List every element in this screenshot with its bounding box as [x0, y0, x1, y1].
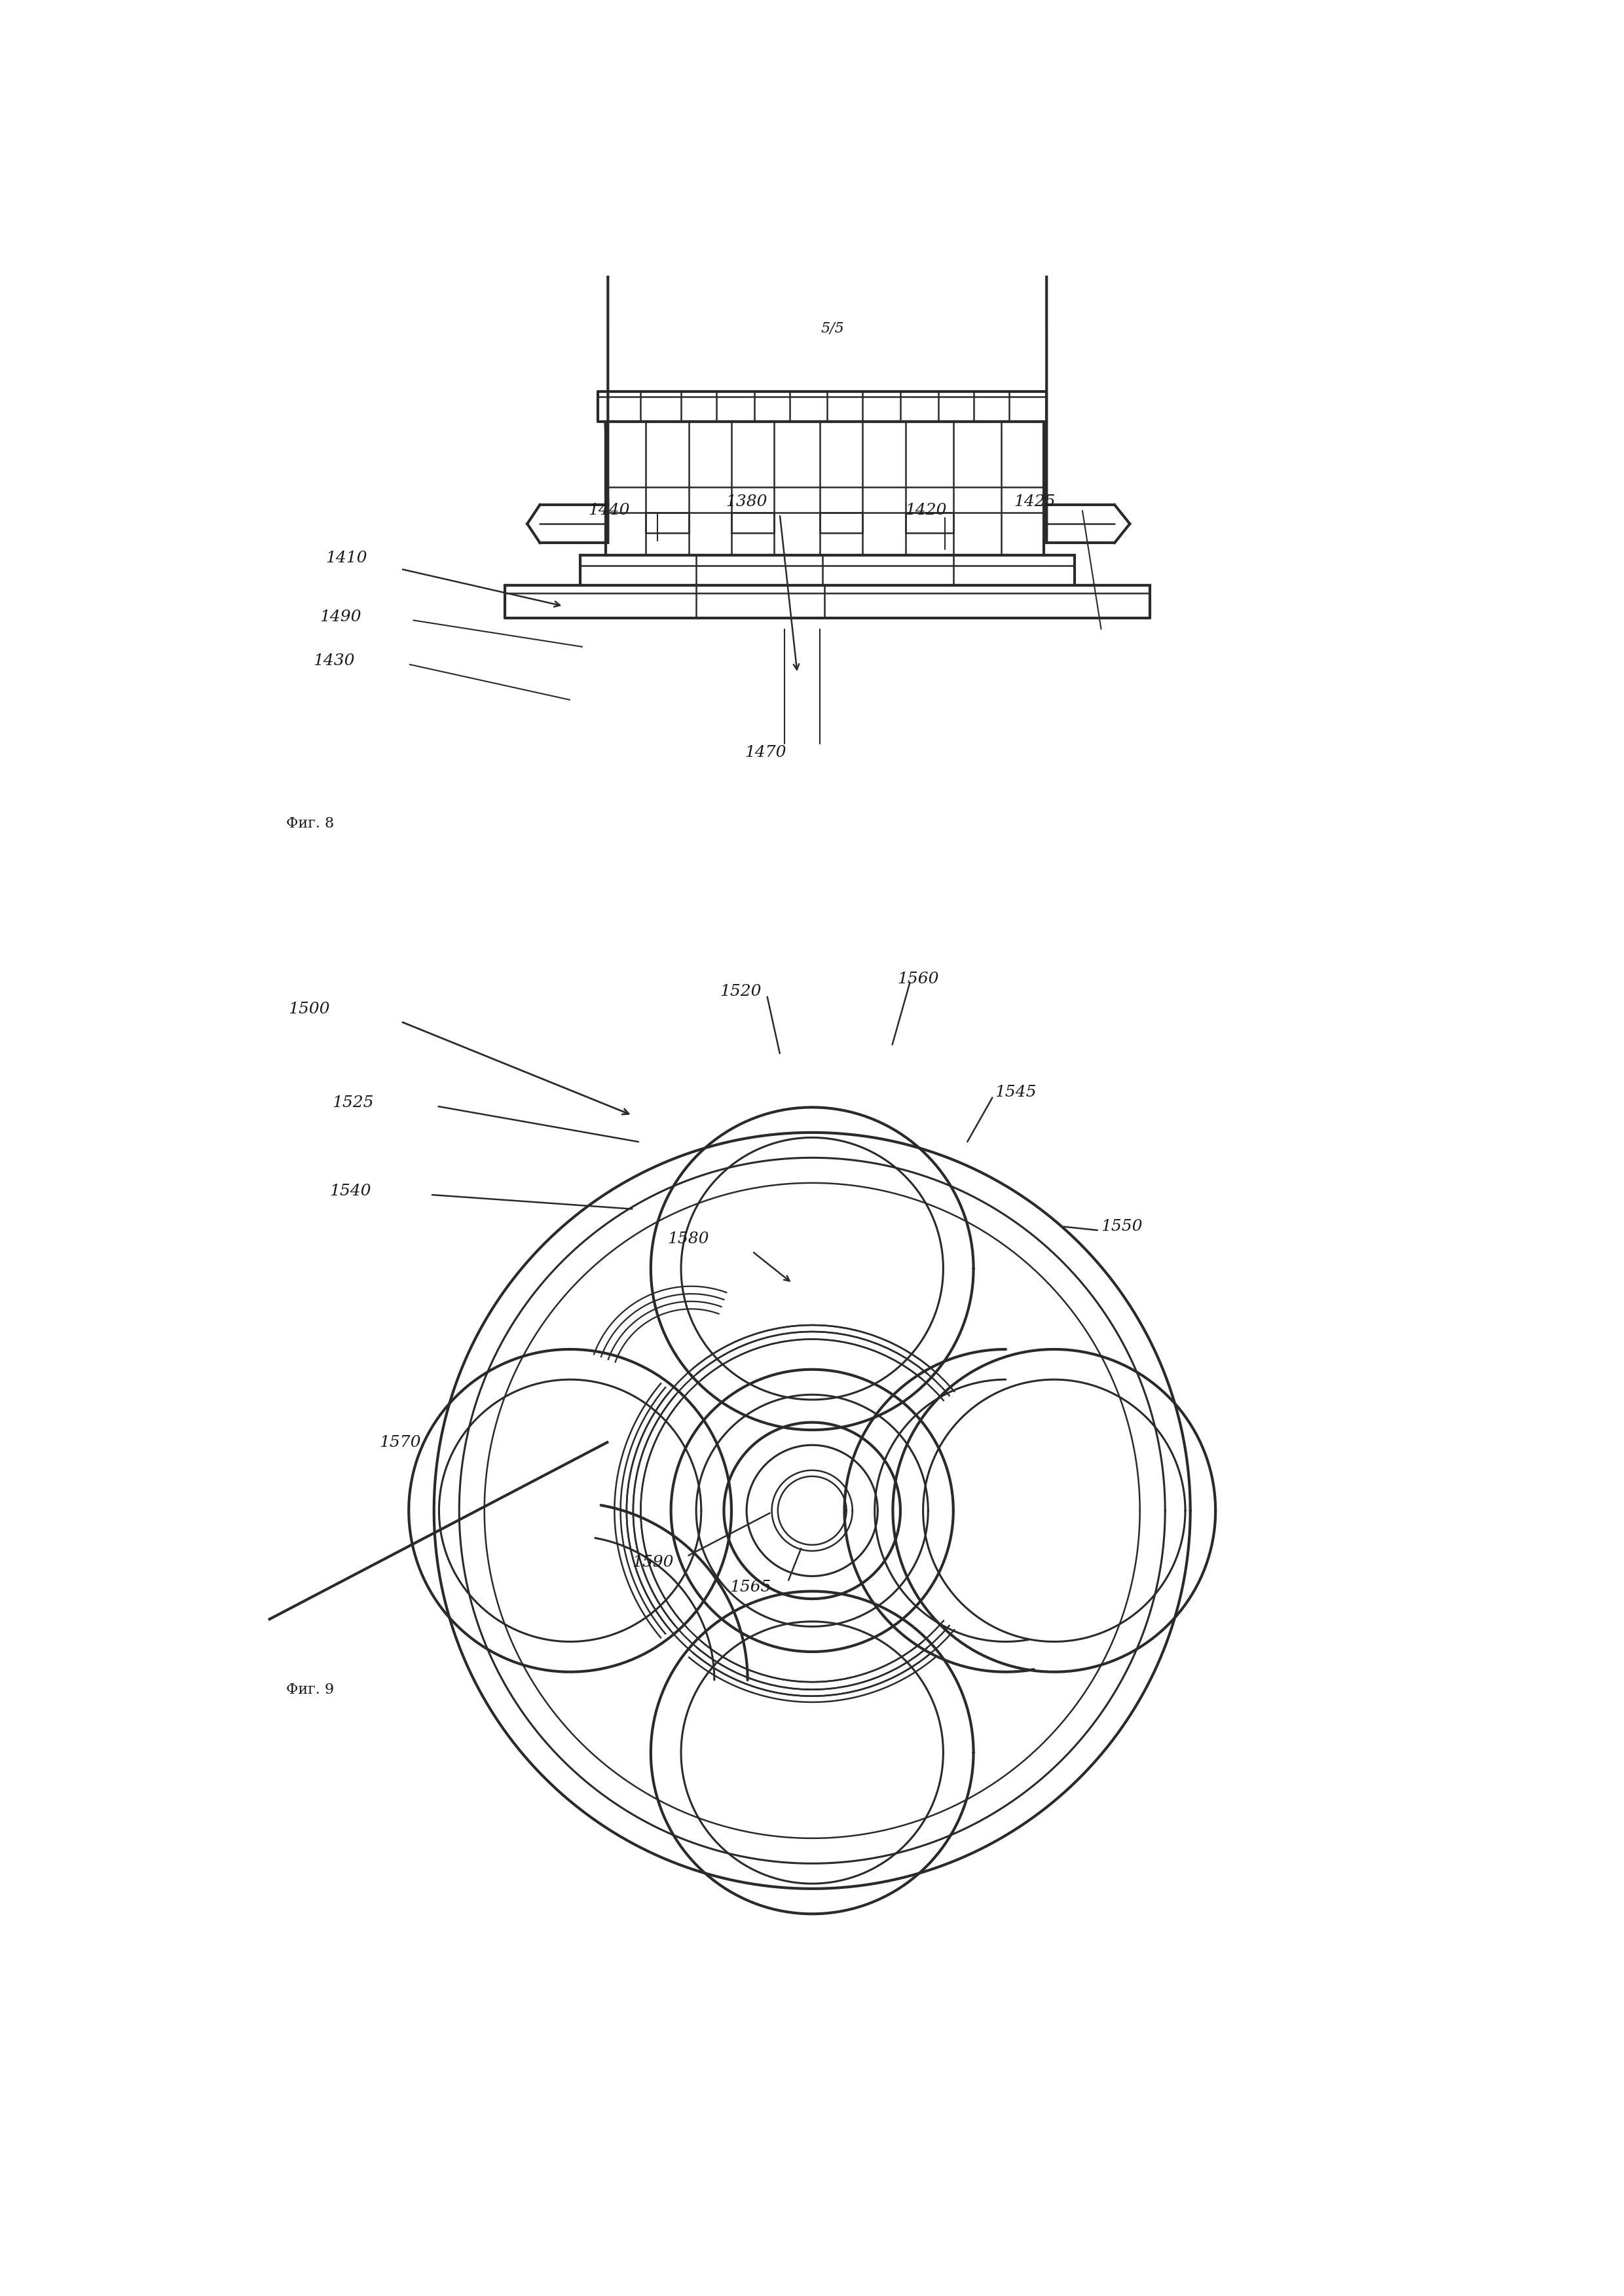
Text: 1565: 1565 — [729, 1580, 771, 1596]
Text: Фиг. 9: Фиг. 9 — [286, 1683, 333, 1697]
Text: 1440: 1440 — [588, 503, 630, 519]
Text: 1490: 1490 — [320, 608, 361, 625]
Text: 1430: 1430 — [313, 654, 356, 668]
Text: 1410: 1410 — [326, 551, 367, 565]
Text: 1520: 1520 — [719, 985, 762, 999]
Text: 1500: 1500 — [289, 1001, 330, 1017]
Text: 1580: 1580 — [667, 1231, 708, 1247]
Text: 1570: 1570 — [380, 1435, 421, 1449]
Text: 1560: 1560 — [898, 971, 939, 987]
Text: 1550: 1550 — [1101, 1219, 1143, 1235]
Text: 1380: 1380 — [726, 494, 768, 510]
Text: 1420: 1420 — [905, 503, 947, 519]
Text: 1590: 1590 — [632, 1554, 674, 1570]
Text: 1540: 1540 — [330, 1185, 372, 1199]
Text: 1425: 1425 — [1013, 494, 1056, 510]
Text: 1545: 1545 — [996, 1084, 1036, 1100]
Text: 1525: 1525 — [331, 1095, 374, 1111]
Text: Фиг. 8: Фиг. 8 — [286, 817, 335, 831]
Text: 1470: 1470 — [745, 746, 786, 760]
Text: 5/5: 5/5 — [820, 321, 844, 335]
